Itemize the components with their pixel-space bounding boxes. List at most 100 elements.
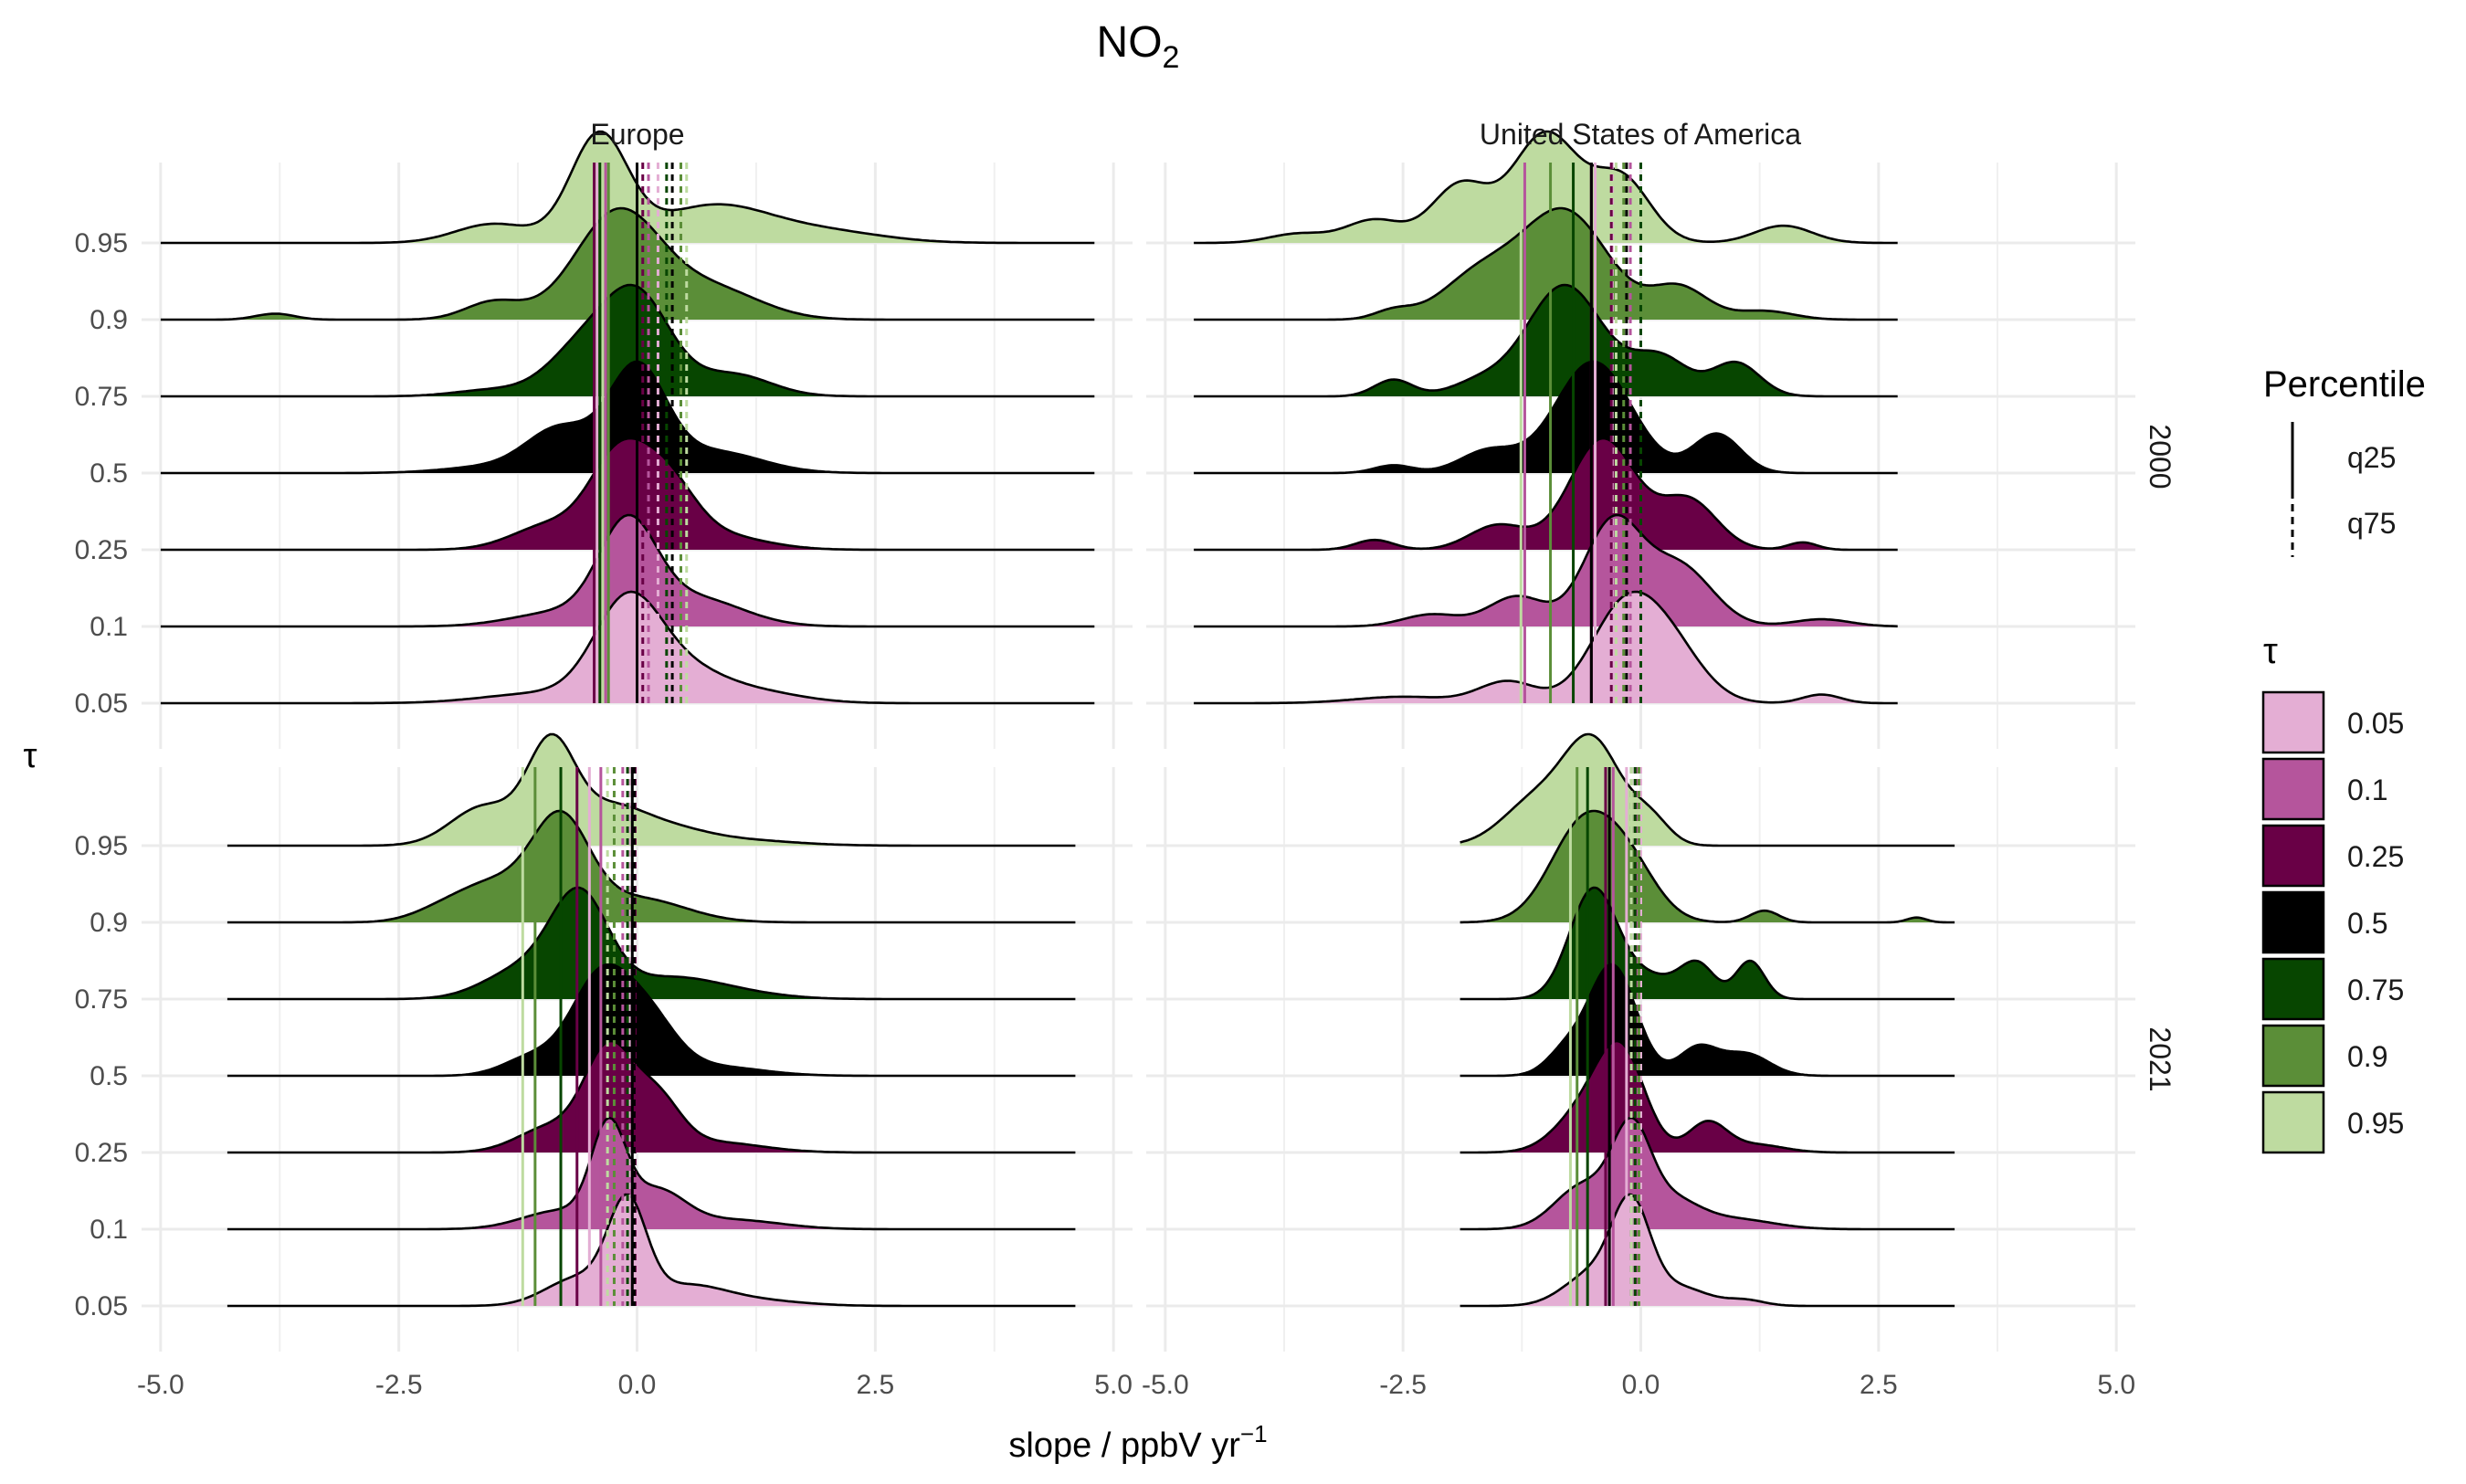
ridge-outline-tau-0.9 [1460,809,1955,924]
ridge-outline-tau-0.95 [1194,130,1898,245]
legend-tau-items: 0.05 0.1 0.25 0.5 0.75 0.9 0.95 [2261,690,2404,1154]
ridge-outline-tau-0.95 [160,130,1095,245]
ridge-outline-tau-0.05 [1460,1193,1955,1308]
y-tick-label: 0.75 [75,984,128,1015]
ridge-outline-tau-0.1 [1460,1116,1955,1231]
ridge-area-tau-0.95 [160,132,1095,243]
ridge-area-tau-0.75 [1460,888,1955,999]
ridge-outline-tau-0.5 [1460,963,1955,1078]
x-tick-label: 0.0 [618,1370,657,1400]
y-tick-label: 0.5 [90,1061,128,1091]
ridge-area-tau-0.75 [1194,285,1898,396]
legend-tau-title: τ [2263,631,2278,671]
legend-swatch-tau-0.25 [2261,824,2325,888]
legend-label-tau-0.05: 0.05 [2347,707,2404,740]
x-tick-label: 2.5 [1860,1370,1898,1400]
legend-swatch-tau-0.9 [2261,1024,2325,1088]
ridge-area-tau-0.25 [1460,1041,1955,1152]
ridge-outline-tau-0.05 [227,1193,1076,1308]
x-tick-label: -5.0 [137,1370,184,1400]
ridge-area-tau-0.75 [227,888,1076,999]
legend-label-tau-0.25: 0.25 [2347,840,2404,873]
ridge-outline-tau-0.25 [1460,1039,1955,1154]
grid-layer [142,163,2135,1352]
y-tick-label: 0.9 [90,908,128,938]
legend-swatch-tau-0.5 [2261,890,2325,954]
chart-title-subscript: 2 [1163,40,1180,75]
legend-label-tau-0.9: 0.9 [2347,1040,2387,1073]
ridge-area-tau-0.5 [1460,964,1955,1076]
ridge-area-tau-0.75 [160,285,1095,396]
ridge-area-tau-0.1 [227,1118,1076,1229]
ridge-outline-tau-0.25 [227,1039,1076,1154]
ridge-area-tau-0.95 [227,734,1076,846]
legend-q25-label: q25 [2347,441,2396,474]
ridge-area-tau-0.05 [1460,1195,1955,1306]
tick-labels-layer: 0.05 0.1 0.25 0.5 0.75 0.9 0.95 0.05 0.1 0.25 0.5 0… [75,228,2135,1400]
ridge-area-tau-0.1 [1194,515,1898,626]
ridge-area-tau-0.1 [1460,1118,1955,1229]
legend-label-tau-0.95: 0.95 [2347,1107,2404,1140]
y-axis-title: τ [23,737,37,775]
x-tick-label: 5.0 [2097,1370,2135,1400]
legend-label-tau-0.75: 0.75 [2347,974,2404,1006]
ridge-area-tau-0.5 [160,362,1095,473]
row-strip-label-2000: 2000 [2144,424,2176,489]
ridge-area-tau-0.05 [160,592,1095,703]
ridge-area-tau-0.9 [227,811,1076,922]
ridge-area-tau-0.5 [227,964,1076,1076]
ridge-area-tau-0.1 [160,515,1095,626]
ridge-outline-tau-0.5 [160,360,1095,475]
ridge-outline-tau-0.1 [1194,513,1898,628]
legend-swatch-tau-0.1 [2261,757,2325,821]
x-tick-label: -5.0 [1142,1370,1189,1400]
y-tick-label: 0.1 [90,1215,128,1245]
ridge-area-tau-0.9 [1460,811,1955,922]
y-tick-label: 0.95 [75,228,128,258]
x-tick-label: -2.5 [1379,1370,1427,1400]
ridge-outline-tau-0.9 [227,809,1076,924]
y-tick-label: 0.25 [75,1138,128,1168]
ridge-area-tau-0.95 [1194,132,1898,243]
row-strip-label-2021: 2021 [2144,1026,2176,1091]
ridge-outline-tau-0.5 [227,963,1076,1078]
ridge-outline-tau-0.9 [160,206,1095,321]
ridges-layer [160,130,1955,1308]
legend-label-tau-0.5: 0.5 [2347,907,2387,940]
y-tick-label: 0.9 [90,305,128,335]
y-tick-label: 0.05 [75,1291,128,1321]
legend-swatch-tau-0.75 [2261,957,2325,1021]
ridge-outline-tau-0.25 [1194,437,1898,552]
strip-label-europe: Europe [590,118,684,151]
ridge-outline-tau-0.75 [227,886,1076,1001]
y-tick-label: 0.5 [90,458,128,489]
ridge-area-tau-0.05 [227,1195,1076,1306]
y-tick-label: 0.95 [75,831,128,861]
chart-title: NO2 [1097,18,1180,75]
ridge-area-tau-0.25 [160,438,1095,550]
x-axis-title: slope / ppbV yr−1 [1008,1420,1267,1465]
ridge-area-tau-0.5 [1194,362,1898,473]
ridge-outline-tau-0.9 [1194,206,1898,321]
ridge-area-tau-0.25 [1194,438,1898,550]
chart-title-main: NO [1097,18,1163,67]
ridge-outline-tau-0.05 [1194,590,1898,705]
legend-q75-label: q75 [2347,507,2396,540]
y-tick-label: 0.05 [75,689,128,719]
ridge-outline-tau-0.5 [1194,360,1898,475]
x-axis-title-main: slope / ppbV yr [1008,1426,1240,1465]
ridge-outline-tau-0.95 [1460,732,1955,847]
ridge-outline-tau-0.25 [160,437,1095,552]
ridge-outline-tau-0.75 [160,283,1095,398]
ridge-area-tau-0.25 [227,1041,1076,1152]
legend-swatch-tau-0.05 [2261,690,2325,754]
ridge-outline-tau-0.95 [227,732,1076,847]
x-tick-label: 2.5 [856,1370,894,1400]
x-tick-label: 5.0 [1094,1370,1133,1400]
legend-swatch-tau-0.95 [2261,1090,2325,1154]
ridge-outline-tau-0.75 [1460,886,1955,1001]
ridge-outline-tau-0.75 [1194,283,1898,398]
strip-label-usa: United States of America [1480,118,1801,151]
